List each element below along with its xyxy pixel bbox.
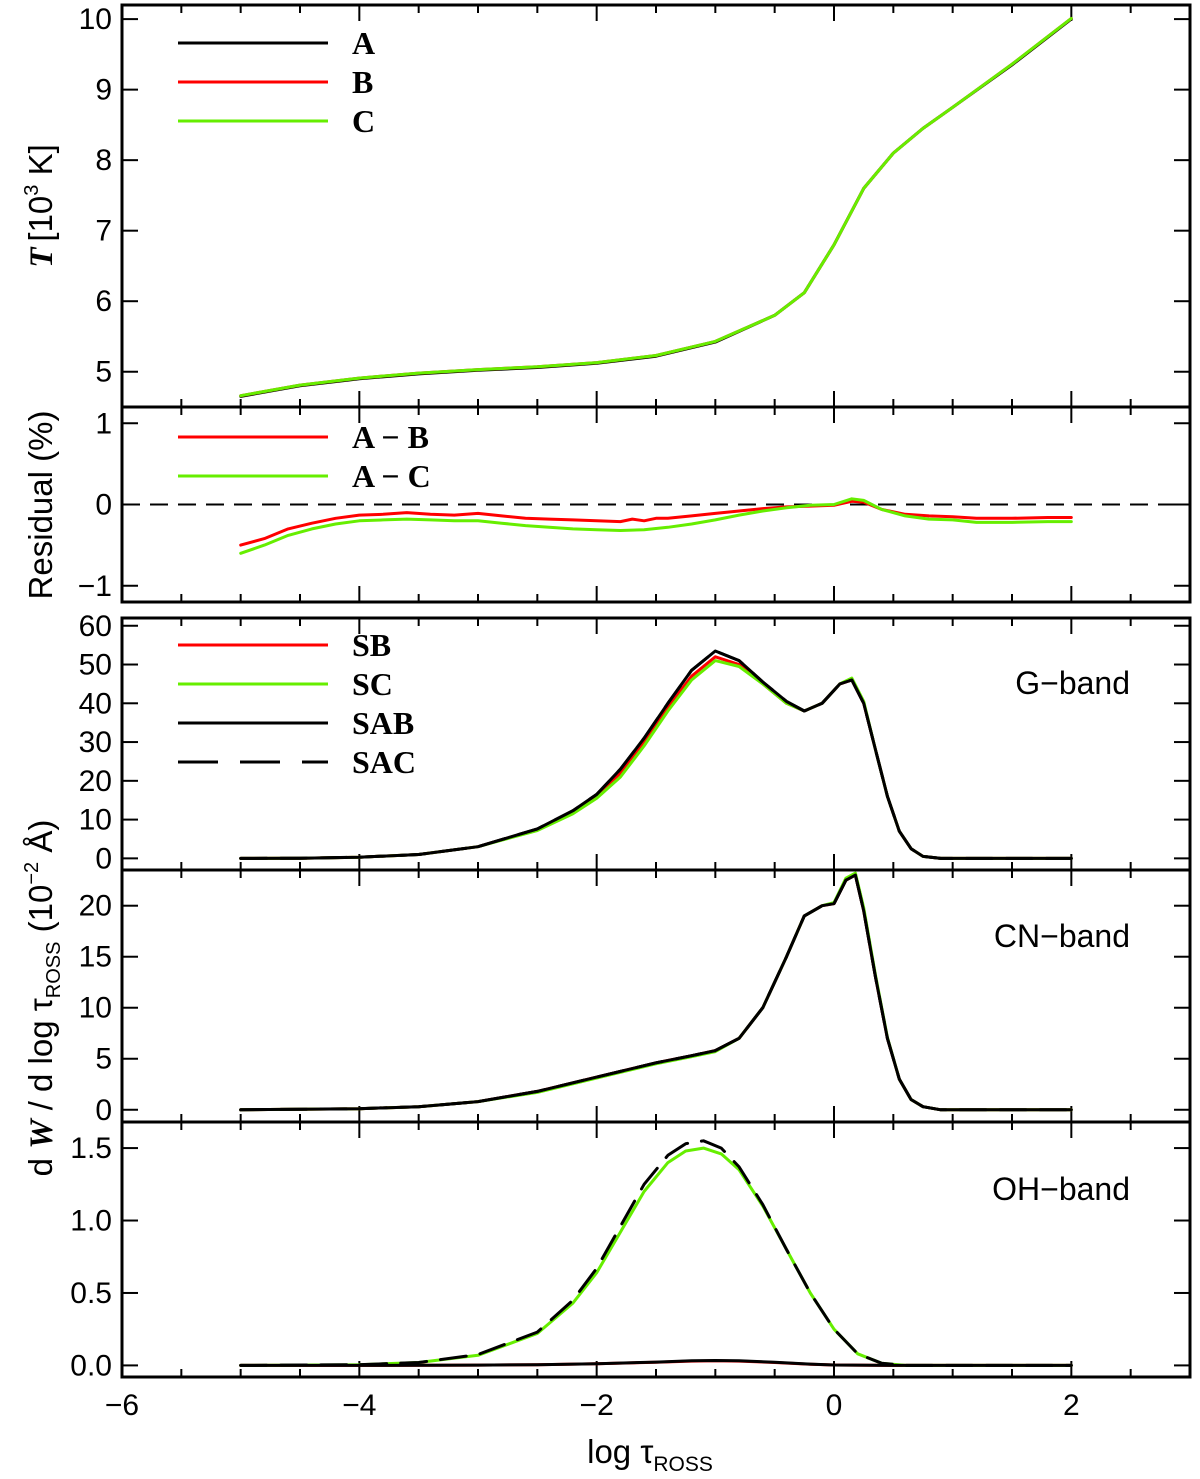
y-tick-label: 50 <box>79 649 112 682</box>
y-tick-label: 0 <box>95 842 112 875</box>
y-tick-label: 0 <box>95 1094 112 1127</box>
series-line-sac <box>239 873 1073 1112</box>
legend: ABC <box>178 25 375 139</box>
y-axis-label-residual: Residual (%) <box>22 411 59 600</box>
y-tick-label: 10 <box>79 3 112 36</box>
y-tick-label: 1.0 <box>70 1205 112 1238</box>
series-line-c <box>239 16 1073 398</box>
y-tick-label: 0 <box>95 489 112 522</box>
panel-frame <box>120 868 1192 1124</box>
y-tick-label: 9 <box>95 74 112 107</box>
legend-label: SC <box>352 666 393 702</box>
series-line-sac <box>239 1139 1073 1367</box>
y-tick-label: 15 <box>79 941 112 974</box>
legend-label: A − B <box>352 419 429 455</box>
y-tick-label: 20 <box>79 765 112 798</box>
panel-CN-band: 0 5 10 15 20 CN−band <box>79 868 1192 1127</box>
legend-label: C <box>352 103 375 139</box>
x-tick-label: 0 <box>826 1389 843 1422</box>
x-tick-label: −2 <box>580 1389 614 1422</box>
panel-OH-band: 0.0 0.5 1.0 1.5 OH−band −6 −4 −2 0 2 <box>70 1120 1192 1422</box>
y-tick-label: 20 <box>79 890 112 923</box>
legend-label: SB <box>352 627 391 663</box>
y-tick-label: 6 <box>95 285 112 318</box>
y-tick-label: 10 <box>79 804 112 837</box>
x-tick-label: 2 <box>1063 1389 1080 1422</box>
legend-label: A − C <box>352 458 431 494</box>
band-label: CN−band <box>994 918 1130 954</box>
legend-label: A <box>352 25 375 61</box>
y-tick-label: 5 <box>95 356 112 389</box>
series-line-sab <box>239 1359 1073 1367</box>
y-axis-label-temperature: T[103 K] <box>21 144 60 268</box>
panel-temperature: 5 6 7 8 9 10 ABC <box>79 3 1192 409</box>
series-line-ab <box>239 499 1073 547</box>
y-tick-label: 30 <box>79 726 112 759</box>
series-line-sb <box>239 873 1073 1112</box>
y-tick-label: 1.5 <box>70 1132 112 1165</box>
y-tick-label: −1 <box>78 570 112 603</box>
y-tick-label: 7 <box>95 215 112 248</box>
series-line-sac <box>239 649 1073 860</box>
series-line-sab <box>239 873 1073 1112</box>
legend-label: SAB <box>352 705 414 741</box>
panel-frame <box>120 1120 1192 1379</box>
y-tick-label: 1 <box>95 407 112 440</box>
legend-label: SAC <box>352 744 416 780</box>
y-tick-label: 60 <box>79 610 112 643</box>
panel-residual: −1 0 1 A − BA − C <box>78 405 1192 604</box>
band-label: OH−band <box>992 1171 1130 1207</box>
legend: A − BA − C <box>178 419 431 494</box>
y-tick-label: 8 <box>95 144 112 177</box>
y-tick-label: 5 <box>95 1043 112 1076</box>
y-tick-label: 0.0 <box>70 1349 112 1382</box>
series-line-ac <box>239 497 1073 555</box>
legend-label: B <box>352 64 373 100</box>
band-label: G−band <box>1015 665 1130 701</box>
x-axis-label: log τROSS <box>587 1433 713 1476</box>
x-tick-label: −4 <box>342 1389 376 1422</box>
x-tick-label: −6 <box>105 1389 139 1422</box>
series-line-sc <box>239 871 1073 1112</box>
panel-frame <box>120 616 1192 872</box>
y-tick-label: 0.5 <box>70 1277 112 1310</box>
y-tick-label: 10 <box>79 992 112 1025</box>
y-tick-label: 40 <box>79 687 112 720</box>
panel-frame <box>120 3 1192 409</box>
series-line-sc <box>239 1146 1073 1367</box>
y-axis-label-dw: d W / d log τROSS (10−2 Å) <box>21 820 65 1177</box>
